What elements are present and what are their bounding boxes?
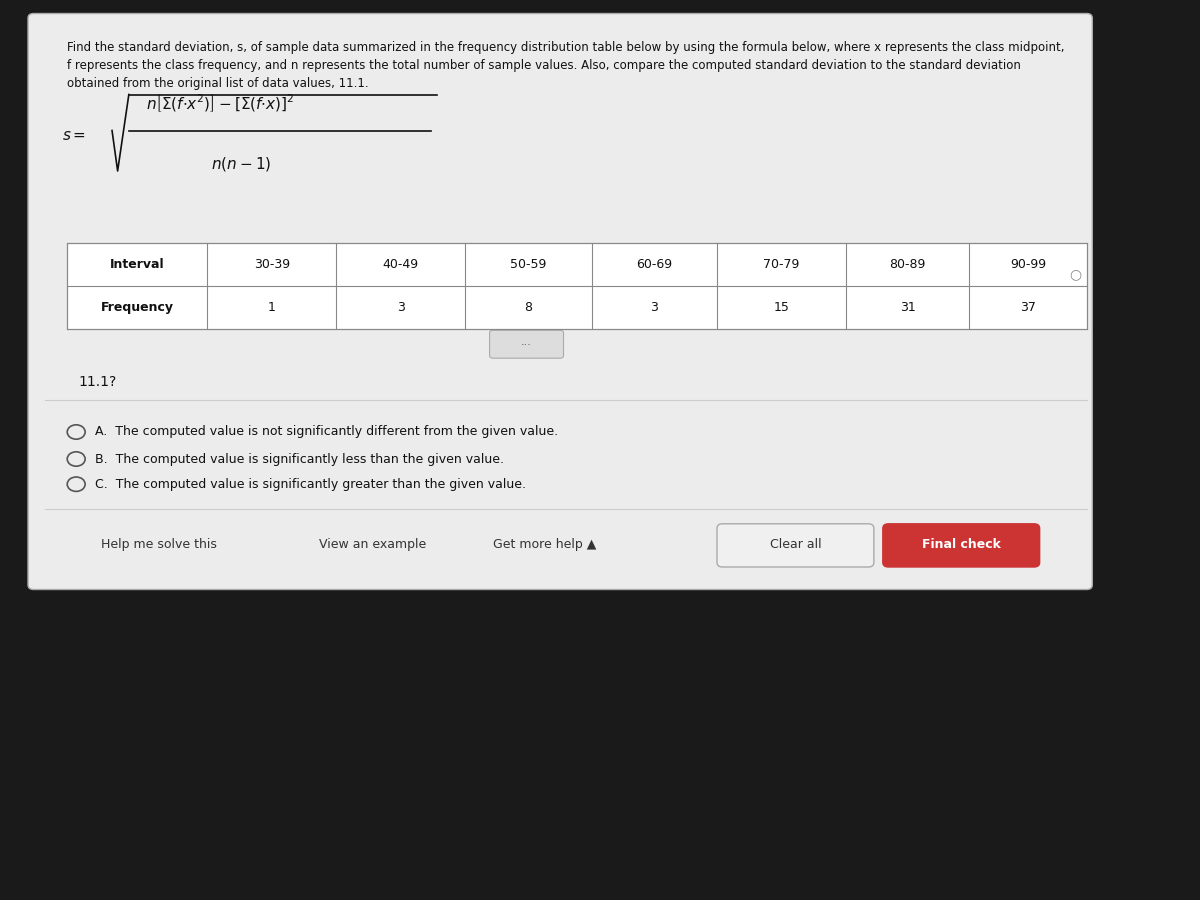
FancyBboxPatch shape (67, 243, 1087, 328)
Text: $n\left[\Sigma(f{\cdot}x^2)\right]-\left[\Sigma(f{\cdot}x)\right]^2$: $n\left[\Sigma(f{\cdot}x^2)\right]-\left… (145, 93, 294, 114)
Text: ○: ○ (1069, 267, 1081, 282)
Text: B.  The computed value is significantly less than the given value.: B. The computed value is significantly l… (95, 453, 504, 465)
Text: A.  The computed value is not significantly different from the given value.: A. The computed value is not significant… (95, 426, 558, 438)
FancyBboxPatch shape (490, 330, 564, 358)
Text: C.  The computed value is significantly greater than the given value.: C. The computed value is significantly g… (95, 478, 527, 491)
Text: ···: ··· (521, 339, 532, 350)
Text: 31: 31 (900, 301, 916, 313)
Text: $n(n-1)$: $n(n-1)$ (211, 155, 271, 173)
Text: 3: 3 (396, 301, 404, 313)
Text: 50-59: 50-59 (510, 258, 546, 271)
Text: Frequency: Frequency (101, 301, 174, 313)
Text: $s=$: $s=$ (61, 128, 85, 142)
Text: Final check: Final check (922, 538, 1001, 551)
Text: 3: 3 (650, 301, 659, 313)
Text: Interval: Interval (110, 258, 164, 271)
FancyBboxPatch shape (28, 14, 1092, 590)
Text: 30-39: 30-39 (253, 258, 289, 271)
Text: Find the standard deviation, s, of sample data summarized in the frequency distr: Find the standard deviation, s, of sampl… (67, 40, 1064, 89)
Text: 11.1?: 11.1? (78, 375, 116, 390)
FancyBboxPatch shape (883, 524, 1039, 567)
Text: 8: 8 (524, 301, 533, 313)
Text: 80-89: 80-89 (889, 258, 925, 271)
Text: 1: 1 (268, 301, 276, 313)
Text: Clear all: Clear all (769, 538, 821, 551)
Text: 60-69: 60-69 (636, 258, 672, 271)
Text: 70-79: 70-79 (763, 258, 799, 271)
Text: View an example: View an example (319, 538, 426, 551)
Text: Get more help ▲: Get more help ▲ (493, 538, 596, 551)
Text: 90-99: 90-99 (1010, 258, 1046, 271)
Text: 40-49: 40-49 (383, 258, 419, 271)
FancyBboxPatch shape (718, 524, 874, 567)
Text: 37: 37 (1020, 301, 1036, 313)
Text: 15: 15 (774, 301, 790, 313)
Text: Help me solve this: Help me solve this (101, 538, 217, 551)
